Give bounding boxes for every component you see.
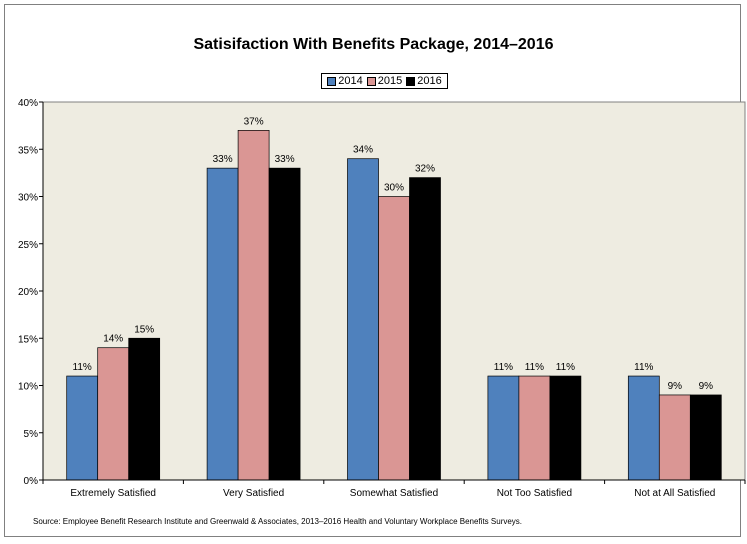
data-label: 11% — [634, 362, 653, 373]
data-label: 37% — [244, 116, 264, 127]
x-tick-label: Somewhat Satisfied — [350, 488, 438, 499]
source-note: Source: Employee Benefit Research Instit… — [33, 517, 523, 526]
legend-item-2014: 2014 — [327, 75, 363, 87]
data-label: 11% — [525, 362, 544, 373]
y-tick-label: 0% — [24, 476, 39, 487]
y-tick-label: 25% — [18, 240, 38, 251]
bar — [66, 375, 99, 481]
data-label: 33% — [213, 154, 233, 165]
bar — [689, 394, 722, 481]
data-label: 11% — [556, 362, 575, 373]
x-tick-label: Extremely Satisfied — [70, 488, 156, 499]
chart-legend: 2014 2015 2016 — [321, 73, 448, 89]
y-tick-label: 40% — [18, 98, 38, 109]
data-label: 34% — [353, 145, 373, 156]
legend-swatch-2015 — [366, 76, 376, 86]
data-label: 11% — [494, 362, 513, 373]
data-label: 9% — [668, 381, 683, 392]
data-label: 11% — [73, 362, 92, 373]
bar — [347, 158, 379, 481]
legend-item-2015: 2015 — [366, 75, 403, 87]
legend-label-2016: 2016 — [417, 75, 442, 87]
legend-swatch-2014 — [327, 76, 337, 86]
y-tick-label: 5% — [24, 429, 39, 440]
bar — [237, 130, 270, 481]
bar — [97, 347, 130, 481]
bar — [627, 375, 660, 481]
y-tick-label: 15% — [18, 334, 38, 345]
bar — [549, 375, 582, 481]
bar — [378, 196, 410, 481]
y-tick-label: 20% — [18, 287, 38, 298]
x-tick-label: Very Satisfied — [223, 488, 284, 499]
bar — [658, 394, 691, 481]
data-label: 9% — [699, 381, 714, 392]
chart-title: Satisifaction With Benefits Package, 201… — [193, 36, 554, 53]
x-tick-label: Not at All Satisfied — [634, 488, 715, 499]
data-label: 32% — [415, 164, 435, 175]
x-tick-label: Not Too Satisfied — [497, 488, 572, 499]
bar — [487, 375, 520, 481]
data-label: 14% — [103, 334, 123, 345]
legend-item-2016: 2016 — [406, 75, 442, 87]
y-tick-label: 30% — [18, 193, 38, 204]
legend-swatch-2016 — [406, 76, 416, 86]
data-label: 15% — [134, 324, 154, 335]
bar — [409, 177, 441, 481]
legend-label-2014: 2014 — [338, 75, 363, 87]
bar — [128, 337, 161, 481]
bar — [206, 167, 239, 481]
y-tick-label: 35% — [18, 145, 38, 156]
data-label: 33% — [275, 154, 295, 165]
legend-label-2015: 2015 — [377, 75, 403, 87]
data-label: 30% — [384, 183, 404, 194]
bar — [518, 375, 551, 481]
y-tick-label: 10% — [18, 382, 38, 393]
bar — [268, 167, 301, 481]
